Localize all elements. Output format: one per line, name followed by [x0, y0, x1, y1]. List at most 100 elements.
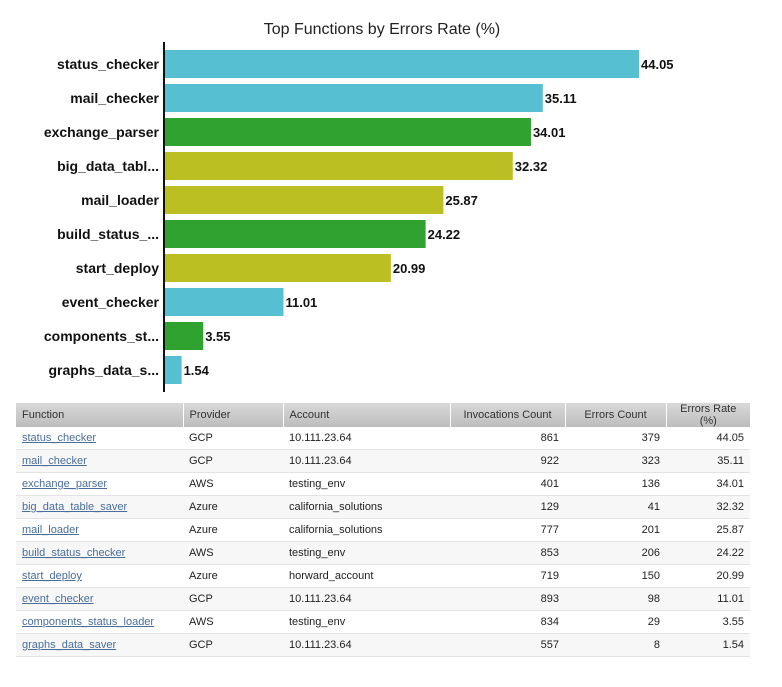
function-link[interactable]: graphs_data_saver	[22, 639, 117, 651]
account-cell: 10.111.23.64	[283, 587, 450, 611]
category-label: graphs_data_s...	[49, 362, 160, 378]
category-label: build_status_...	[57, 226, 159, 242]
bar[interactable]	[165, 152, 513, 180]
account-cell: california_solutions	[283, 495, 450, 519]
errors-count-cell: 136	[565, 472, 666, 496]
invocations-count-cell: 777	[450, 518, 565, 542]
functions-table-container: Function Provider Account Invocations Co…	[16, 403, 750, 657]
function-link[interactable]: status_checker	[22, 432, 96, 444]
header-row: Function Provider Account Invocations Co…	[16, 403, 750, 427]
functions-table: Function Provider Account Invocations Co…	[16, 403, 750, 657]
errors-count-cell: 206	[565, 541, 666, 565]
function-cell: mail_checker	[16, 449, 183, 473]
errors-rate-cell: 24.22	[666, 541, 750, 565]
errors-rate-cell: 20.99	[666, 564, 750, 588]
data-label: 25.87	[445, 193, 478, 208]
function-cell: mail_loader	[16, 518, 183, 542]
data-label: 3.55	[205, 329, 230, 344]
col-header-provider[interactable]: Provider	[183, 403, 284, 427]
invocations-count-cell: 557	[450, 633, 565, 657]
col-header-errors-rate[interactable]: Errors Rate (%)	[666, 403, 750, 427]
account-cell: 10.111.23.64	[283, 427, 450, 450]
account-cell: testing_env	[283, 541, 450, 565]
bar[interactable]	[165, 220, 426, 248]
invocations-count-cell: 853	[450, 541, 565, 565]
provider-cell: AWS	[183, 610, 283, 634]
function-link[interactable]: big_data_table_saver	[22, 501, 128, 513]
chart-title: Top Functions by Errors Rate (%)	[264, 21, 501, 38]
data-label: 44.05	[641, 57, 674, 72]
errors-count-cell: 98	[565, 587, 666, 611]
account-cell: california_solutions	[283, 518, 450, 542]
table-row: start_deploy Azure horward_account 719 150 20…	[16, 564, 750, 588]
col-header-invocations-count[interactable]: Invocations Count	[450, 403, 566, 427]
category-label: mail_checker	[70, 90, 159, 106]
errors-count-cell: 29	[565, 610, 666, 634]
function-cell: status_checker	[16, 427, 183, 450]
function-cell: build_status_checker	[16, 541, 183, 565]
errors-count-cell: 323	[565, 449, 666, 473]
function-link[interactable]: mail_checker	[22, 455, 87, 467]
provider-cell: AWS	[183, 541, 283, 565]
function-cell: exchange_parser	[16, 472, 183, 496]
function-link[interactable]: event_checker	[22, 593, 94, 605]
provider-cell: GCP	[183, 449, 283, 473]
errors-rate-cell: 3.55	[666, 610, 750, 634]
errors-count-cell: 8	[565, 633, 666, 657]
function-link[interactable]: exchange_parser	[22, 478, 108, 490]
account-cell: testing_env	[283, 472, 450, 496]
table-row: status_checker GCP 10.111.23.64 861 379 44.05	[16, 427, 750, 450]
bar[interactable]	[165, 356, 182, 384]
data-label: 20.99	[393, 261, 426, 276]
function-link[interactable]: build_status_checker	[22, 547, 126, 559]
invocations-count-cell: 893	[450, 587, 565, 611]
category-label: status_checker	[57, 56, 160, 72]
bar[interactable]	[165, 186, 444, 214]
account-cell: 10.111.23.64	[283, 449, 450, 473]
invocations-count-cell: 861	[450, 427, 565, 450]
provider-cell: GCP	[183, 427, 283, 450]
function-link[interactable]: components_status_loader	[22, 616, 155, 628]
col-header-account[interactable]: Account	[283, 403, 451, 427]
function-cell: event_checker	[16, 587, 183, 611]
data-label: 11.01	[285, 295, 317, 310]
data-label: 24.22	[428, 227, 461, 242]
bar[interactable]	[165, 322, 204, 350]
table-row: exchange_parser AWS testing_env 401 136 34.01	[16, 472, 750, 496]
table-row: build_status_checker AWS testing_env 853 206…	[16, 541, 750, 565]
errors-rate-cell: 34.01	[666, 472, 750, 496]
data-label: 34.01	[533, 125, 566, 140]
bar[interactable]	[165, 84, 543, 112]
invocations-count-cell: 834	[450, 610, 565, 634]
errors-rate-cell: 35.11	[666, 449, 750, 473]
bars-group: status_checker 44.05 mail_checker 35.11 exch…	[44, 50, 674, 384]
provider-cell: Azure	[183, 495, 283, 519]
category-label: start_deploy	[76, 260, 159, 276]
col-header-errors-count[interactable]: Errors Count	[565, 403, 667, 427]
errors-count-cell: 41	[565, 495, 666, 519]
provider-cell: GCP	[183, 587, 283, 611]
bar-chart: Top Functions by Errors Rate (%) status_…	[44, 21, 674, 392]
bar[interactable]	[165, 118, 531, 146]
table-row: big_data_table_saver Azure california_solu…	[16, 495, 750, 519]
account-cell: testing_env	[283, 610, 450, 634]
function-link[interactable]: start_deploy	[22, 570, 82, 582]
col-header-function[interactable]: Function	[16, 403, 184, 427]
bar[interactable]	[165, 288, 284, 316]
table-row: event_checker GCP 10.111.23.64 893 98 11.01	[16, 587, 750, 611]
errors-rate-cell: 11.01	[666, 587, 750, 611]
function-cell: big_data_table_saver	[16, 495, 183, 519]
bar[interactable]	[165, 50, 639, 78]
category-label: components_st...	[44, 328, 159, 344]
errors-rate-cell: 1.54	[666, 633, 750, 657]
errors-rate-cell: 44.05	[666, 427, 750, 450]
category-label: big_data_tabl...	[57, 158, 159, 174]
provider-cell: AWS	[183, 472, 283, 496]
bar[interactable]	[165, 254, 391, 282]
function-cell: graphs_data_saver	[16, 633, 183, 657]
function-link[interactable]: mail_loader	[22, 524, 79, 536]
invocations-count-cell: 922	[450, 449, 565, 473]
table-header: Function Provider Account Invocations Co…	[16, 403, 750, 427]
table-row: components_status_loader AWS testing_env 83…	[16, 610, 750, 634]
invocations-count-cell: 401	[450, 472, 565, 496]
